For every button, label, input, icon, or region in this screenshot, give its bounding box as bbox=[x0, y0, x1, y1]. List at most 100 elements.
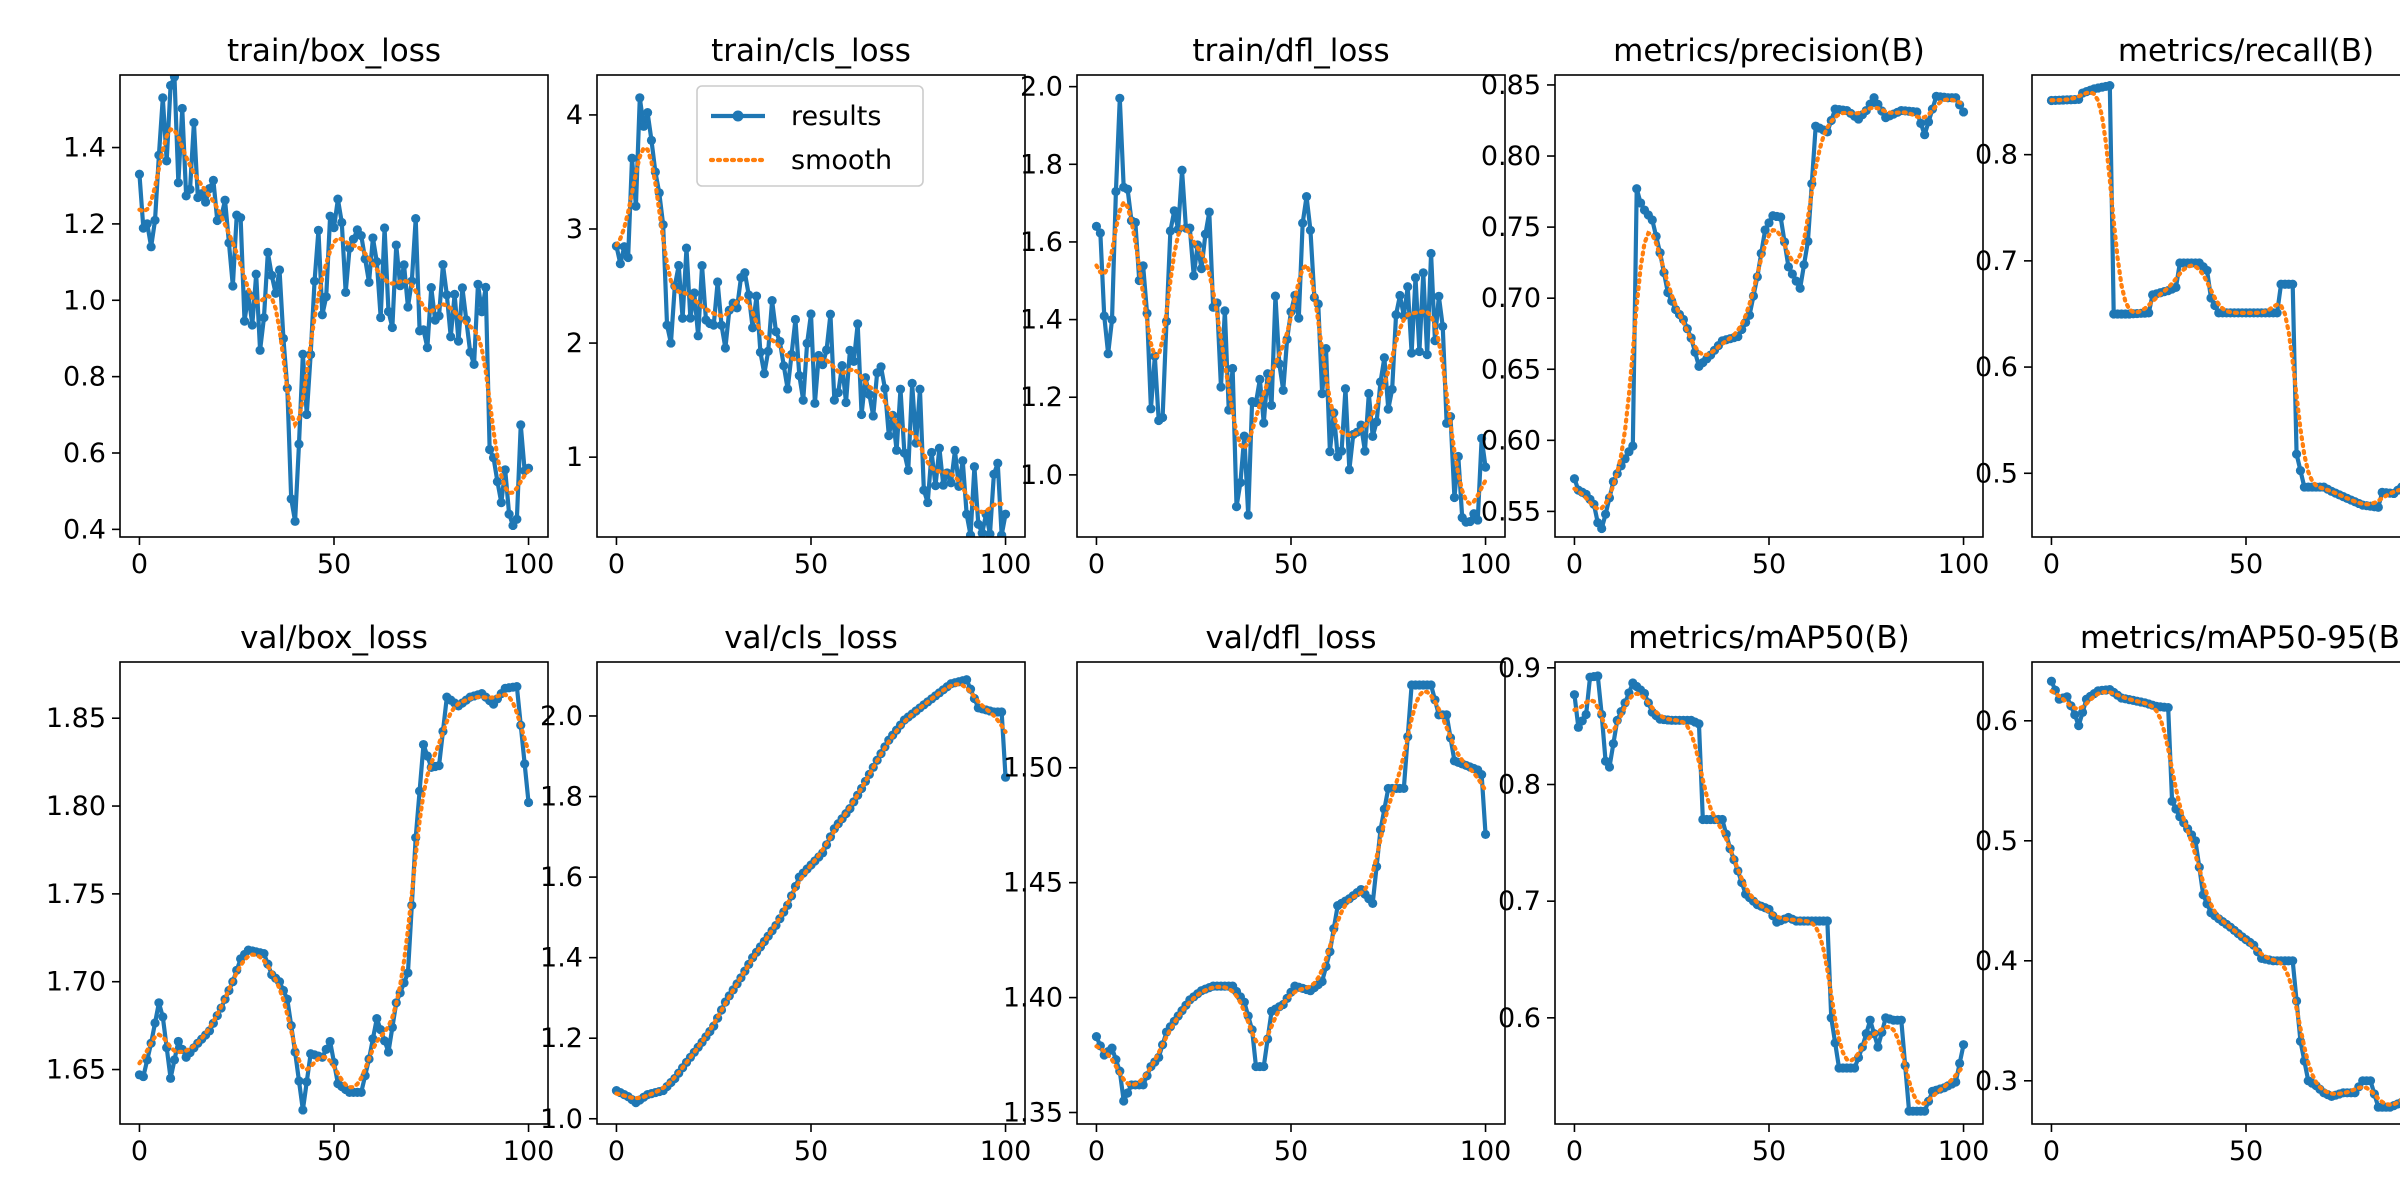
results-marker bbox=[1360, 446, 1370, 456]
results-marker bbox=[2105, 81, 2115, 91]
x-tick-label: 50 bbox=[1752, 549, 1786, 580]
results-marker bbox=[1764, 218, 1774, 228]
results-marker bbox=[744, 290, 754, 300]
results-marker bbox=[646, 135, 657, 145]
results-marker bbox=[302, 409, 312, 420]
results-marker bbox=[1600, 509, 1611, 519]
results-marker bbox=[341, 287, 351, 298]
results-marker bbox=[2288, 279, 2298, 289]
results-marker bbox=[2202, 265, 2212, 276]
results-marker bbox=[1438, 321, 1448, 332]
results-marker bbox=[496, 498, 506, 508]
results-marker bbox=[302, 1077, 312, 1087]
results-marker bbox=[150, 1018, 160, 1028]
results-marker bbox=[1298, 218, 1308, 228]
results-marker bbox=[1000, 772, 1011, 782]
results-marker bbox=[2171, 282, 2181, 293]
results-marker bbox=[438, 260, 448, 270]
results-marker bbox=[856, 409, 867, 420]
results-marker bbox=[520, 759, 530, 769]
results-marker bbox=[993, 458, 1003, 468]
results-marker bbox=[247, 320, 257, 330]
y-tick-label: 1.4 bbox=[540, 943, 583, 974]
results-marker bbox=[1850, 1063, 1860, 1073]
results-marker bbox=[899, 448, 909, 458]
y-tick-label: 1.0 bbox=[1020, 460, 1063, 491]
y-tick-label: 0.7 bbox=[1498, 886, 1541, 917]
results-marker bbox=[950, 445, 960, 455]
results-marker bbox=[1426, 680, 1436, 690]
subplot-title: val/dfl_loss bbox=[1206, 620, 1377, 656]
y-tick-label: 1.2 bbox=[1020, 382, 1063, 413]
x-tick-label: 100 bbox=[1938, 1136, 1990, 1167]
results-marker bbox=[748, 323, 758, 333]
results-marker bbox=[309, 276, 320, 286]
results-marker bbox=[997, 707, 1007, 717]
results-marker bbox=[927, 447, 937, 458]
y-tick-label: 2 bbox=[566, 328, 583, 359]
results-marker bbox=[325, 1036, 335, 1047]
results-marker bbox=[1270, 291, 1281, 301]
results-marker bbox=[1869, 93, 1879, 103]
results-marker bbox=[1325, 446, 1335, 457]
subplot-title: metrics/mAP50(B) bbox=[1628, 620, 1909, 656]
x-tick-label: 50 bbox=[2229, 549, 2263, 580]
plot-area bbox=[134, 75, 534, 531]
results-marker bbox=[2167, 796, 2177, 806]
results-marker bbox=[504, 509, 514, 519]
results-marker bbox=[790, 314, 801, 325]
x-tick-label: 50 bbox=[1274, 549, 1308, 580]
results-marker bbox=[1791, 276, 1801, 286]
subplot-3: metrics/precision(B) 0 50 100 0.55 0.60 0.65 0.… bbox=[1481, 33, 1989, 580]
results-marker bbox=[2272, 308, 2282, 318]
results-marker bbox=[1115, 93, 1125, 103]
results-marker bbox=[1200, 229, 1210, 239]
results-marker bbox=[1958, 1040, 1969, 1050]
results-marker bbox=[713, 277, 723, 287]
results-marker bbox=[1407, 348, 1417, 358]
results-marker bbox=[946, 478, 956, 488]
results-marker bbox=[1923, 117, 1934, 127]
results-marker bbox=[755, 347, 766, 357]
results-marker bbox=[1442, 710, 1452, 720]
results-marker bbox=[619, 242, 629, 252]
results-marker bbox=[403, 968, 413, 978]
results-marker bbox=[1399, 783, 1409, 794]
results-marker bbox=[1822, 916, 1832, 926]
results-marker bbox=[426, 283, 436, 293]
results-marker bbox=[2070, 710, 2080, 720]
results-marker bbox=[1294, 313, 1304, 323]
results-marker bbox=[356, 230, 366, 241]
results-marker bbox=[477, 307, 487, 317]
results-marker bbox=[1920, 130, 1930, 140]
results-marker bbox=[868, 411, 878, 421]
results-marker bbox=[915, 384, 925, 394]
subplot-8: metrics/mAP50(B) 0 50 100 0.6 0.7 0.8 0.9 bbox=[1498, 620, 1989, 1167]
results-marker bbox=[1000, 509, 1011, 519]
results-marker bbox=[500, 465, 510, 475]
y-tick-label: 0.9 bbox=[1498, 653, 1541, 684]
results-marker bbox=[372, 1014, 382, 1024]
results-marker bbox=[958, 456, 968, 466]
results-line bbox=[137, 75, 530, 528]
results-marker bbox=[387, 322, 397, 333]
results-marker bbox=[1480, 829, 1491, 839]
x-tick-label: 50 bbox=[2229, 1136, 2263, 1167]
smooth-line bbox=[1572, 691, 1966, 1107]
subplot-title: train/dfl_loss bbox=[1192, 33, 1389, 69]
results-marker bbox=[259, 313, 269, 323]
results-marker bbox=[751, 291, 762, 301]
results-marker bbox=[2074, 721, 2084, 731]
axes-frame bbox=[1076, 661, 1506, 1125]
results-marker bbox=[1449, 492, 1460, 503]
results-marker bbox=[802, 338, 812, 348]
axes-frame bbox=[2031, 661, 2400, 1125]
results-marker bbox=[1395, 290, 1405, 301]
results-marker bbox=[1569, 690, 1580, 700]
results-marker bbox=[1803, 236, 1813, 246]
results-marker bbox=[1480, 462, 1491, 472]
legend-results-marker bbox=[732, 110, 744, 122]
y-tick-label: 1.80 bbox=[46, 791, 106, 822]
results-marker bbox=[453, 336, 464, 346]
results-marker bbox=[2077, 707, 2088, 718]
